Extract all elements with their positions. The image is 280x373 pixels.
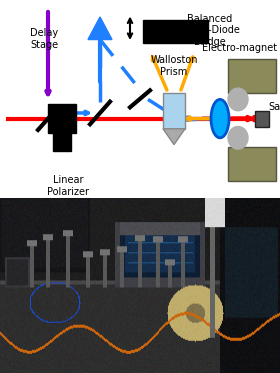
Ellipse shape (211, 100, 229, 138)
Bar (48, 104, 76, 133)
Text: Balanced
Photo-Diode
Bridge: Balanced Photo-Diode Bridge (180, 13, 240, 47)
Text: Electro-magnet: Electro-magnet (202, 43, 277, 53)
Bar (163, 93, 185, 129)
Text: Linear
Polarizer: Linear Polarizer (47, 175, 89, 197)
Bar (228, 147, 276, 181)
Text: Delay
Stage: Delay Stage (30, 28, 58, 50)
Circle shape (228, 88, 248, 111)
Polygon shape (163, 129, 185, 145)
Text: Walloston
Prism: Walloston Prism (150, 55, 198, 77)
Bar (228, 59, 276, 93)
Bar (143, 21, 208, 43)
Text: Sample: Sample (268, 102, 280, 112)
Circle shape (228, 126, 248, 149)
Bar (255, 111, 269, 126)
Polygon shape (88, 17, 112, 40)
Bar (53, 133, 71, 151)
